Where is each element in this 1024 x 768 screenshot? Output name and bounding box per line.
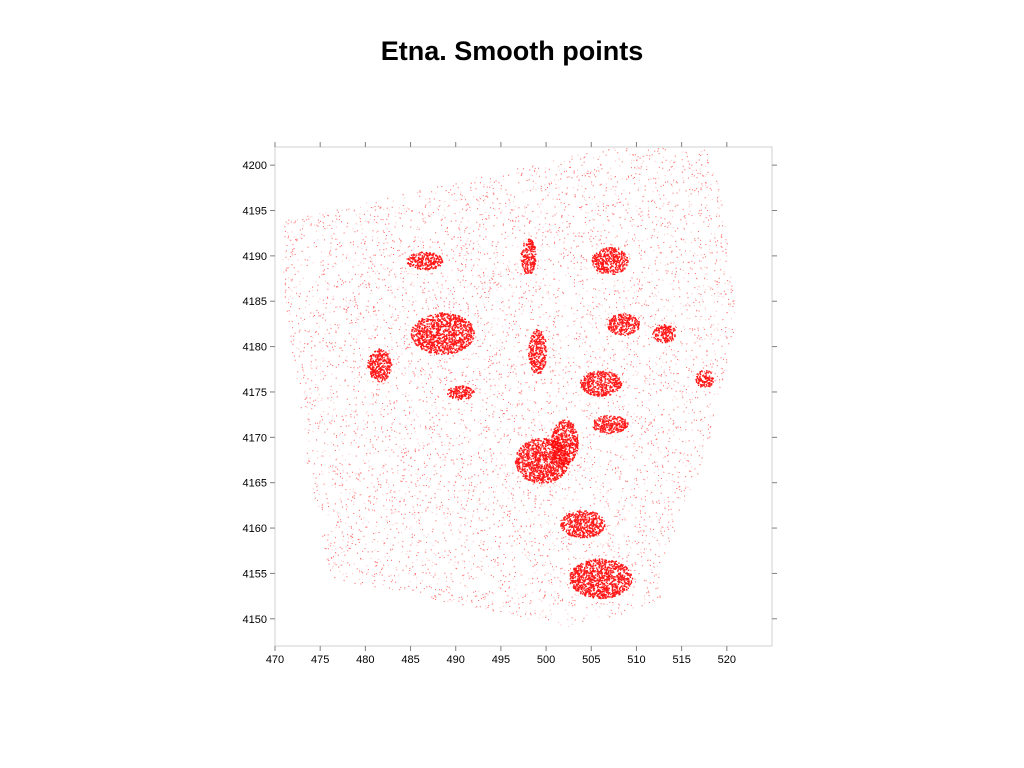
y-tick-label: 4150 — [243, 614, 267, 626]
smooth-points-cluster — [593, 415, 629, 435]
smooth-points-cluster — [569, 558, 634, 600]
chart-title: Etna. Smooth points — [380, 36, 644, 66]
smooth-points-cluster — [410, 312, 476, 356]
y-tick-label: 4180 — [243, 342, 267, 354]
smooth-points-cluster — [607, 313, 640, 337]
smooth-points-cluster — [406, 251, 444, 271]
x-tick-label: 480 — [356, 654, 374, 666]
smooth-points-cluster — [447, 385, 475, 401]
smooth-points-cluster — [528, 328, 548, 375]
smooth-points-cluster — [367, 348, 392, 383]
smooth-points-layer — [282, 148, 735, 627]
x-tick-label: 505 — [582, 654, 600, 666]
x-tick-label: 495 — [492, 654, 510, 666]
smooth-points-cluster — [560, 510, 606, 539]
x-tick-label: 485 — [401, 654, 419, 666]
y-tick-label: 4200 — [243, 160, 267, 172]
y-tick-label: 4185 — [243, 296, 267, 308]
x-tick-label: 470 — [266, 654, 284, 666]
smooth-points-cluster — [550, 419, 579, 466]
y-tick-label: 4155 — [243, 568, 267, 580]
x-tick-label: 490 — [447, 654, 465, 666]
smooth-points-cluster — [514, 437, 570, 484]
smooth-points-cluster — [521, 238, 537, 274]
y-tick-label: 4175 — [243, 387, 267, 399]
y-tick-label: 4190 — [243, 251, 267, 263]
x-tick-label: 475 — [311, 654, 329, 666]
smooth-points-cluster — [652, 324, 676, 344]
y-tick-label: 4160 — [243, 523, 267, 535]
x-tick-label: 510 — [627, 654, 645, 666]
y-tick-label: 4170 — [243, 432, 267, 444]
x-tick-label: 515 — [672, 654, 690, 666]
y-tick-label: 4165 — [243, 478, 267, 490]
x-tick-label: 520 — [718, 654, 736, 666]
y-tick-label: 4195 — [243, 206, 267, 218]
axes-layer: 470 475 480 485 490 495 500 505 510 515 520 4150 415… — [243, 142, 777, 666]
smooth-points-cluster — [695, 370, 714, 388]
smooth-points-cluster — [579, 370, 623, 397]
smooth-points-cluster — [591, 246, 629, 275]
x-tick-label: 500 — [537, 654, 555, 666]
plot-frame — [274, 146, 773, 647]
